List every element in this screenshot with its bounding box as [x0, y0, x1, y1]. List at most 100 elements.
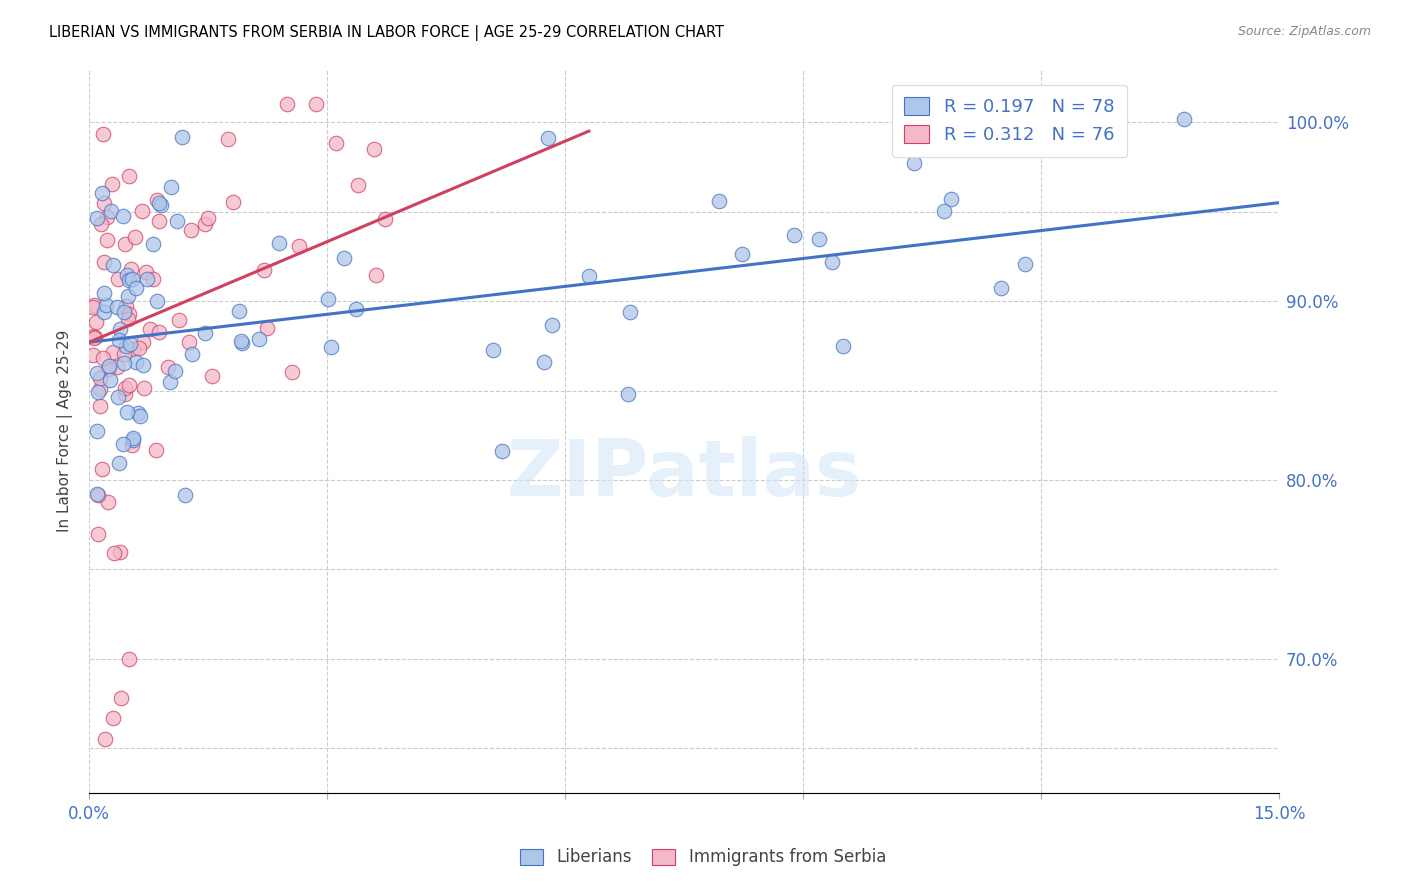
Point: [101, 711, 124, 725]
Point: [107, 456, 129, 470]
Point: [990, 281, 1012, 295]
Point: [136, 272, 159, 286]
Point: [228, 304, 250, 318]
Point: [93, 255, 115, 269]
Point: [134, 381, 156, 395]
Point: [107, 390, 129, 404]
Point: [939, 192, 962, 206]
Point: [145, 443, 167, 458]
Point: [115, 299, 138, 313]
Point: [120, 337, 142, 351]
Point: [86, 366, 108, 380]
Point: [91, 351, 114, 365]
Point: [96, 233, 118, 247]
Point: [82, 329, 104, 343]
Point: [619, 305, 641, 319]
Point: [89, 399, 111, 413]
Point: [84, 315, 107, 329]
Point: [93, 286, 115, 301]
Point: [94, 297, 117, 311]
Point: [231, 335, 253, 350]
Point: [117, 169, 139, 183]
Point: [91, 462, 114, 476]
Point: [148, 214, 170, 228]
Point: [934, 203, 956, 218]
Point: [201, 369, 224, 384]
Point: [86, 487, 108, 501]
Point: [831, 339, 853, 353]
Point: [112, 356, 135, 370]
Point: [93, 305, 115, 319]
Point: [166, 213, 188, 227]
Point: [247, 332, 270, 346]
Point: [139, 322, 162, 336]
Point: [118, 378, 141, 392]
Point: [159, 375, 181, 389]
Point: [117, 311, 139, 326]
Point: [127, 406, 149, 420]
Point: [89, 371, 111, 385]
Point: [146, 293, 169, 308]
Point: [491, 444, 513, 458]
Point: [142, 272, 165, 286]
Point: [159, 179, 181, 194]
Point: [222, 194, 245, 209]
Point: [1014, 256, 1036, 270]
Point: [325, 136, 347, 151]
Point: [128, 409, 150, 423]
Point: [374, 212, 396, 227]
Text: Source: ZipAtlas.com: Source: ZipAtlas.com: [1237, 25, 1371, 38]
Point: [541, 318, 564, 332]
Point: [783, 228, 806, 243]
Point: [101, 177, 124, 191]
Point: [903, 155, 925, 169]
Point: [97, 362, 120, 376]
Point: [269, 236, 291, 251]
Point: [112, 305, 135, 319]
Point: [122, 431, 145, 445]
Point: [114, 236, 136, 251]
Point: [181, 347, 204, 361]
Point: [117, 405, 139, 419]
Point: [177, 335, 200, 350]
Point: [83, 331, 105, 345]
Point: [194, 218, 217, 232]
Point: [118, 273, 141, 287]
Point: [253, 263, 276, 277]
Point: [125, 281, 148, 295]
Point: [132, 334, 155, 349]
Point: [170, 130, 193, 145]
Point: [103, 546, 125, 560]
Point: [93, 195, 115, 210]
Point: [90, 217, 112, 231]
Y-axis label: In Labor Force | Age 25-29: In Labor Force | Age 25-29: [58, 329, 73, 532]
Point: [821, 254, 844, 268]
Point: [86, 211, 108, 225]
Point: [89, 382, 111, 396]
Point: [118, 652, 141, 666]
Point: [346, 178, 368, 192]
Point: [101, 258, 124, 272]
Point: [87, 487, 110, 501]
Point: [163, 364, 186, 378]
Point: [112, 437, 135, 451]
Point: [105, 300, 128, 314]
Point: [148, 195, 170, 210]
Point: [107, 272, 129, 286]
Point: [117, 289, 139, 303]
Point: [364, 268, 387, 283]
Point: [121, 272, 143, 286]
Point: [87, 384, 110, 399]
Point: [731, 247, 754, 261]
Point: [135, 265, 157, 279]
Text: ZIPatlas: ZIPatlas: [506, 436, 862, 512]
Point: [148, 325, 170, 339]
Legend: Liberians, Immigrants from Serbia: Liberians, Immigrants from Serbia: [513, 842, 893, 873]
Point: [121, 438, 143, 452]
Point: [482, 343, 505, 358]
Point: [105, 360, 128, 375]
Point: [157, 360, 180, 375]
Legend: R = 0.197   N = 78, R = 0.312   N = 76: R = 0.197 N = 78, R = 0.312 N = 76: [891, 85, 1128, 157]
Point: [98, 373, 121, 387]
Point: [117, 268, 139, 282]
